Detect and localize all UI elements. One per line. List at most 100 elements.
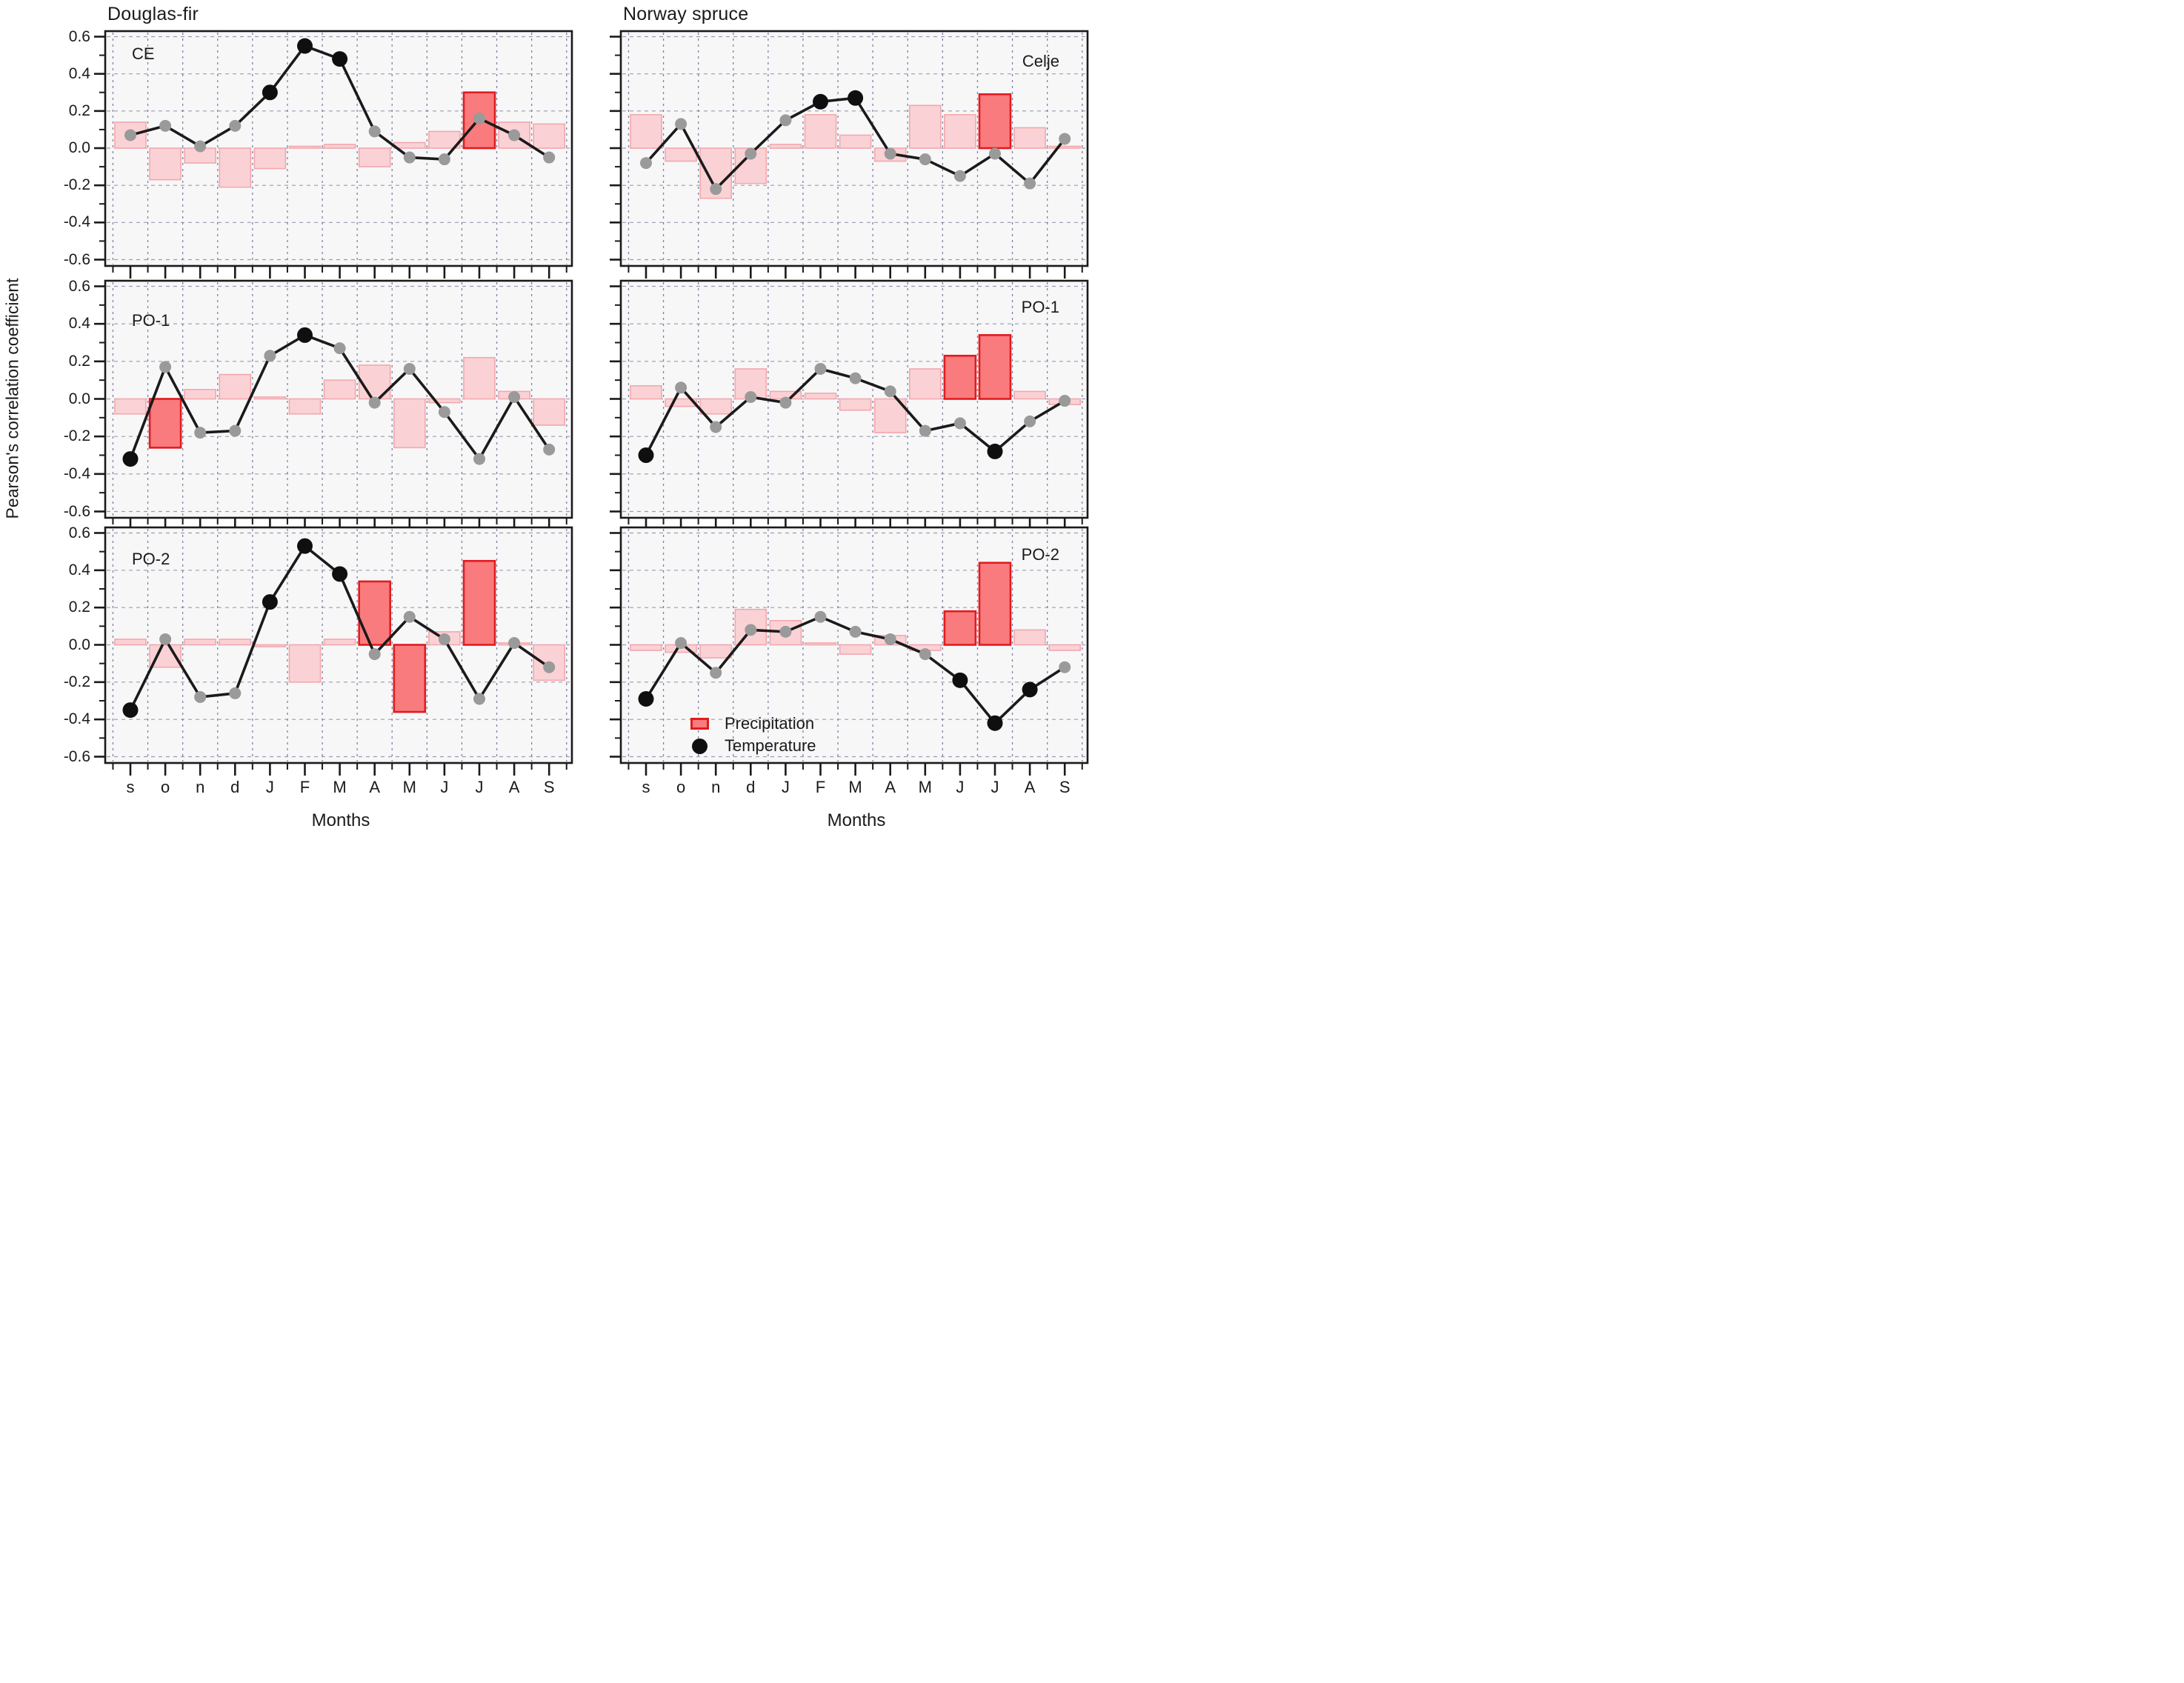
precipitation-bar-1-J: [978, 93, 1012, 150]
legend-temperature-label: Temperature: [725, 736, 816, 755]
temperature-dot-1-o: [675, 118, 688, 130]
precipitation-bar-5-S: [1048, 644, 1081, 651]
site-label-po1-right: PO-1: [1021, 298, 1059, 316]
precipitation-bar-4-M: [323, 639, 356, 646]
site-label-po2-left: PO-2: [132, 550, 170, 568]
month-label-col1-7: A: [885, 778, 896, 796]
precipitation-bar-0-F: [288, 145, 322, 149]
legend-temperature: Temperature: [692, 736, 816, 756]
temperature-dot-5-A: [1022, 681, 1038, 698]
y-tick-label-row2-0.6: 0.6: [68, 524, 90, 541]
temperature-dot-4-n: [194, 690, 207, 703]
temperature-dot-3-A: [1024, 415, 1036, 427]
y-tick-label-row0-0.0: 0.0: [68, 139, 90, 156]
temperature-dot-4-M: [332, 566, 348, 582]
month-label-col0-0: s: [126, 778, 135, 796]
site-label-ce: CE: [132, 44, 155, 63]
temperature-dot-1-J: [989, 147, 1001, 160]
temperature-dot-3-s: [638, 447, 654, 463]
precipitation-bar-2-d: [219, 373, 252, 400]
temperature-dot-3-J: [953, 417, 966, 430]
month-label-col0-11: A: [508, 778, 520, 796]
y-tick-label-row2--0.6: -0.6: [63, 747, 90, 765]
precipitation-bar-2-J: [463, 356, 496, 400]
precipitation-bar-0-d: [219, 147, 252, 188]
temperature-dot-2-F: [297, 327, 313, 343]
month-label-col1-11: A: [1024, 778, 1036, 796]
precipitation-bar-swatch-icon: [690, 718, 709, 730]
precipitation-bar-2-J: [253, 396, 287, 400]
temperature-dot-0-d: [229, 119, 242, 132]
temperature-dot-5-A: [884, 633, 896, 645]
y-tick-label-row1-0.4: 0.4: [68, 315, 90, 333]
site-label-po2-right: PO-2: [1021, 545, 1059, 564]
y-tick-label-row1-0.2: 0.2: [68, 352, 90, 370]
temperature-dot-0-A: [508, 129, 521, 141]
precipitation-bar-1-M: [839, 134, 872, 149]
y-tick-label-row2-0.4: 0.4: [68, 561, 90, 579]
precipitation-bar-4-M: [393, 644, 427, 713]
temperature-dot-0-J: [438, 153, 450, 166]
y-tick-label-row2-0.2: 0.2: [68, 599, 90, 616]
temperature-dot-2-s: [122, 451, 139, 467]
temperature-dot-4-J: [438, 633, 450, 645]
column-title-norway-spruce: Norway spruce: [623, 4, 749, 24]
precipitation-bar-3-n: [699, 398, 733, 415]
temperature-dot-2-A: [508, 390, 521, 403]
precipitation-bar-4-n: [184, 639, 216, 646]
precipitation-bar-3-M: [909, 368, 942, 400]
temperature-dot-5-S: [1059, 661, 1071, 673]
month-label-col1-8: M: [918, 778, 932, 796]
month-label-col1-9: J: [956, 778, 965, 796]
precipitation-bar-3-M: [839, 398, 872, 411]
month-label-col1-3: d: [746, 778, 756, 796]
month-label-col1-4: J: [781, 778, 790, 796]
temperature-dot-0-F: [297, 38, 313, 54]
y-tick-label-row1-0.6: 0.6: [68, 277, 90, 295]
precipitation-bar-2-M: [323, 379, 356, 400]
temperature-dot-5-M: [919, 648, 931, 661]
precipitation-bar-0-S: [533, 123, 566, 149]
temperature-dot-2-J: [473, 453, 485, 465]
month-label-col0-3: d: [230, 778, 240, 796]
temperature-dot-2-S: [543, 443, 556, 456]
month-label-col0-8: M: [402, 778, 416, 796]
precipitation-bar-5-n: [699, 644, 733, 659]
temperature-dot-4-s: [122, 702, 139, 719]
precipitation-bar-4-d: [219, 639, 252, 646]
month-label-col0-7: A: [369, 778, 381, 796]
precipitation-bar-1-S: [1048, 145, 1081, 149]
temperature-dot-5-J: [779, 625, 792, 638]
precipitation-bar-4-J: [253, 644, 287, 647]
month-label-col1-2: n: [711, 778, 721, 796]
y-tick-label-row0--0.6: -0.6: [63, 250, 90, 268]
precipitation-bar-1-s: [630, 114, 662, 149]
y-tick-label-row2--0.2: -0.2: [63, 673, 90, 690]
temperature-dot-5-J: [987, 715, 1003, 731]
site-label-po1-left: PO-1: [132, 311, 170, 330]
precipitation-bar-5-F: [804, 642, 837, 646]
month-label-col0-9: J: [440, 778, 449, 796]
precipitation-bar-0-A: [358, 147, 391, 167]
figure-climate-growth-correlations: Douglas-fir Norway spruce Pearson's corr…: [0, 0, 1092, 842]
precipitation-bar-2-n: [184, 389, 216, 400]
temperature-dot-3-S: [1059, 395, 1071, 407]
precipitation-bar-5-A: [1013, 629, 1046, 646]
chart-svg: [94, 30, 1089, 776]
precipitation-bar-3-J: [943, 354, 977, 400]
precipitation-bar-2-s: [114, 398, 147, 415]
y-tick-label-row0-0.6: 0.6: [68, 27, 90, 45]
precipitation-bar-5-J: [943, 610, 977, 646]
temperature-dot-5-o: [675, 636, 688, 649]
temperature-dot-2-M: [403, 362, 416, 375]
month-label-col0-4: J: [265, 778, 274, 796]
site-label-celje: Celje: [1022, 52, 1059, 70]
temperature-dot-3-A: [884, 385, 896, 398]
temperature-dot-0-A: [368, 125, 381, 138]
temperature-dot-2-M: [333, 342, 346, 355]
x-axis-label-left: Months: [311, 810, 370, 830]
temperature-dot-4-A: [368, 648, 381, 661]
temperature-dot-0-J: [262, 84, 278, 101]
y-axis-label: Pearson's correlation coefficient: [2, 278, 22, 519]
month-label-col0-2: n: [196, 778, 205, 796]
